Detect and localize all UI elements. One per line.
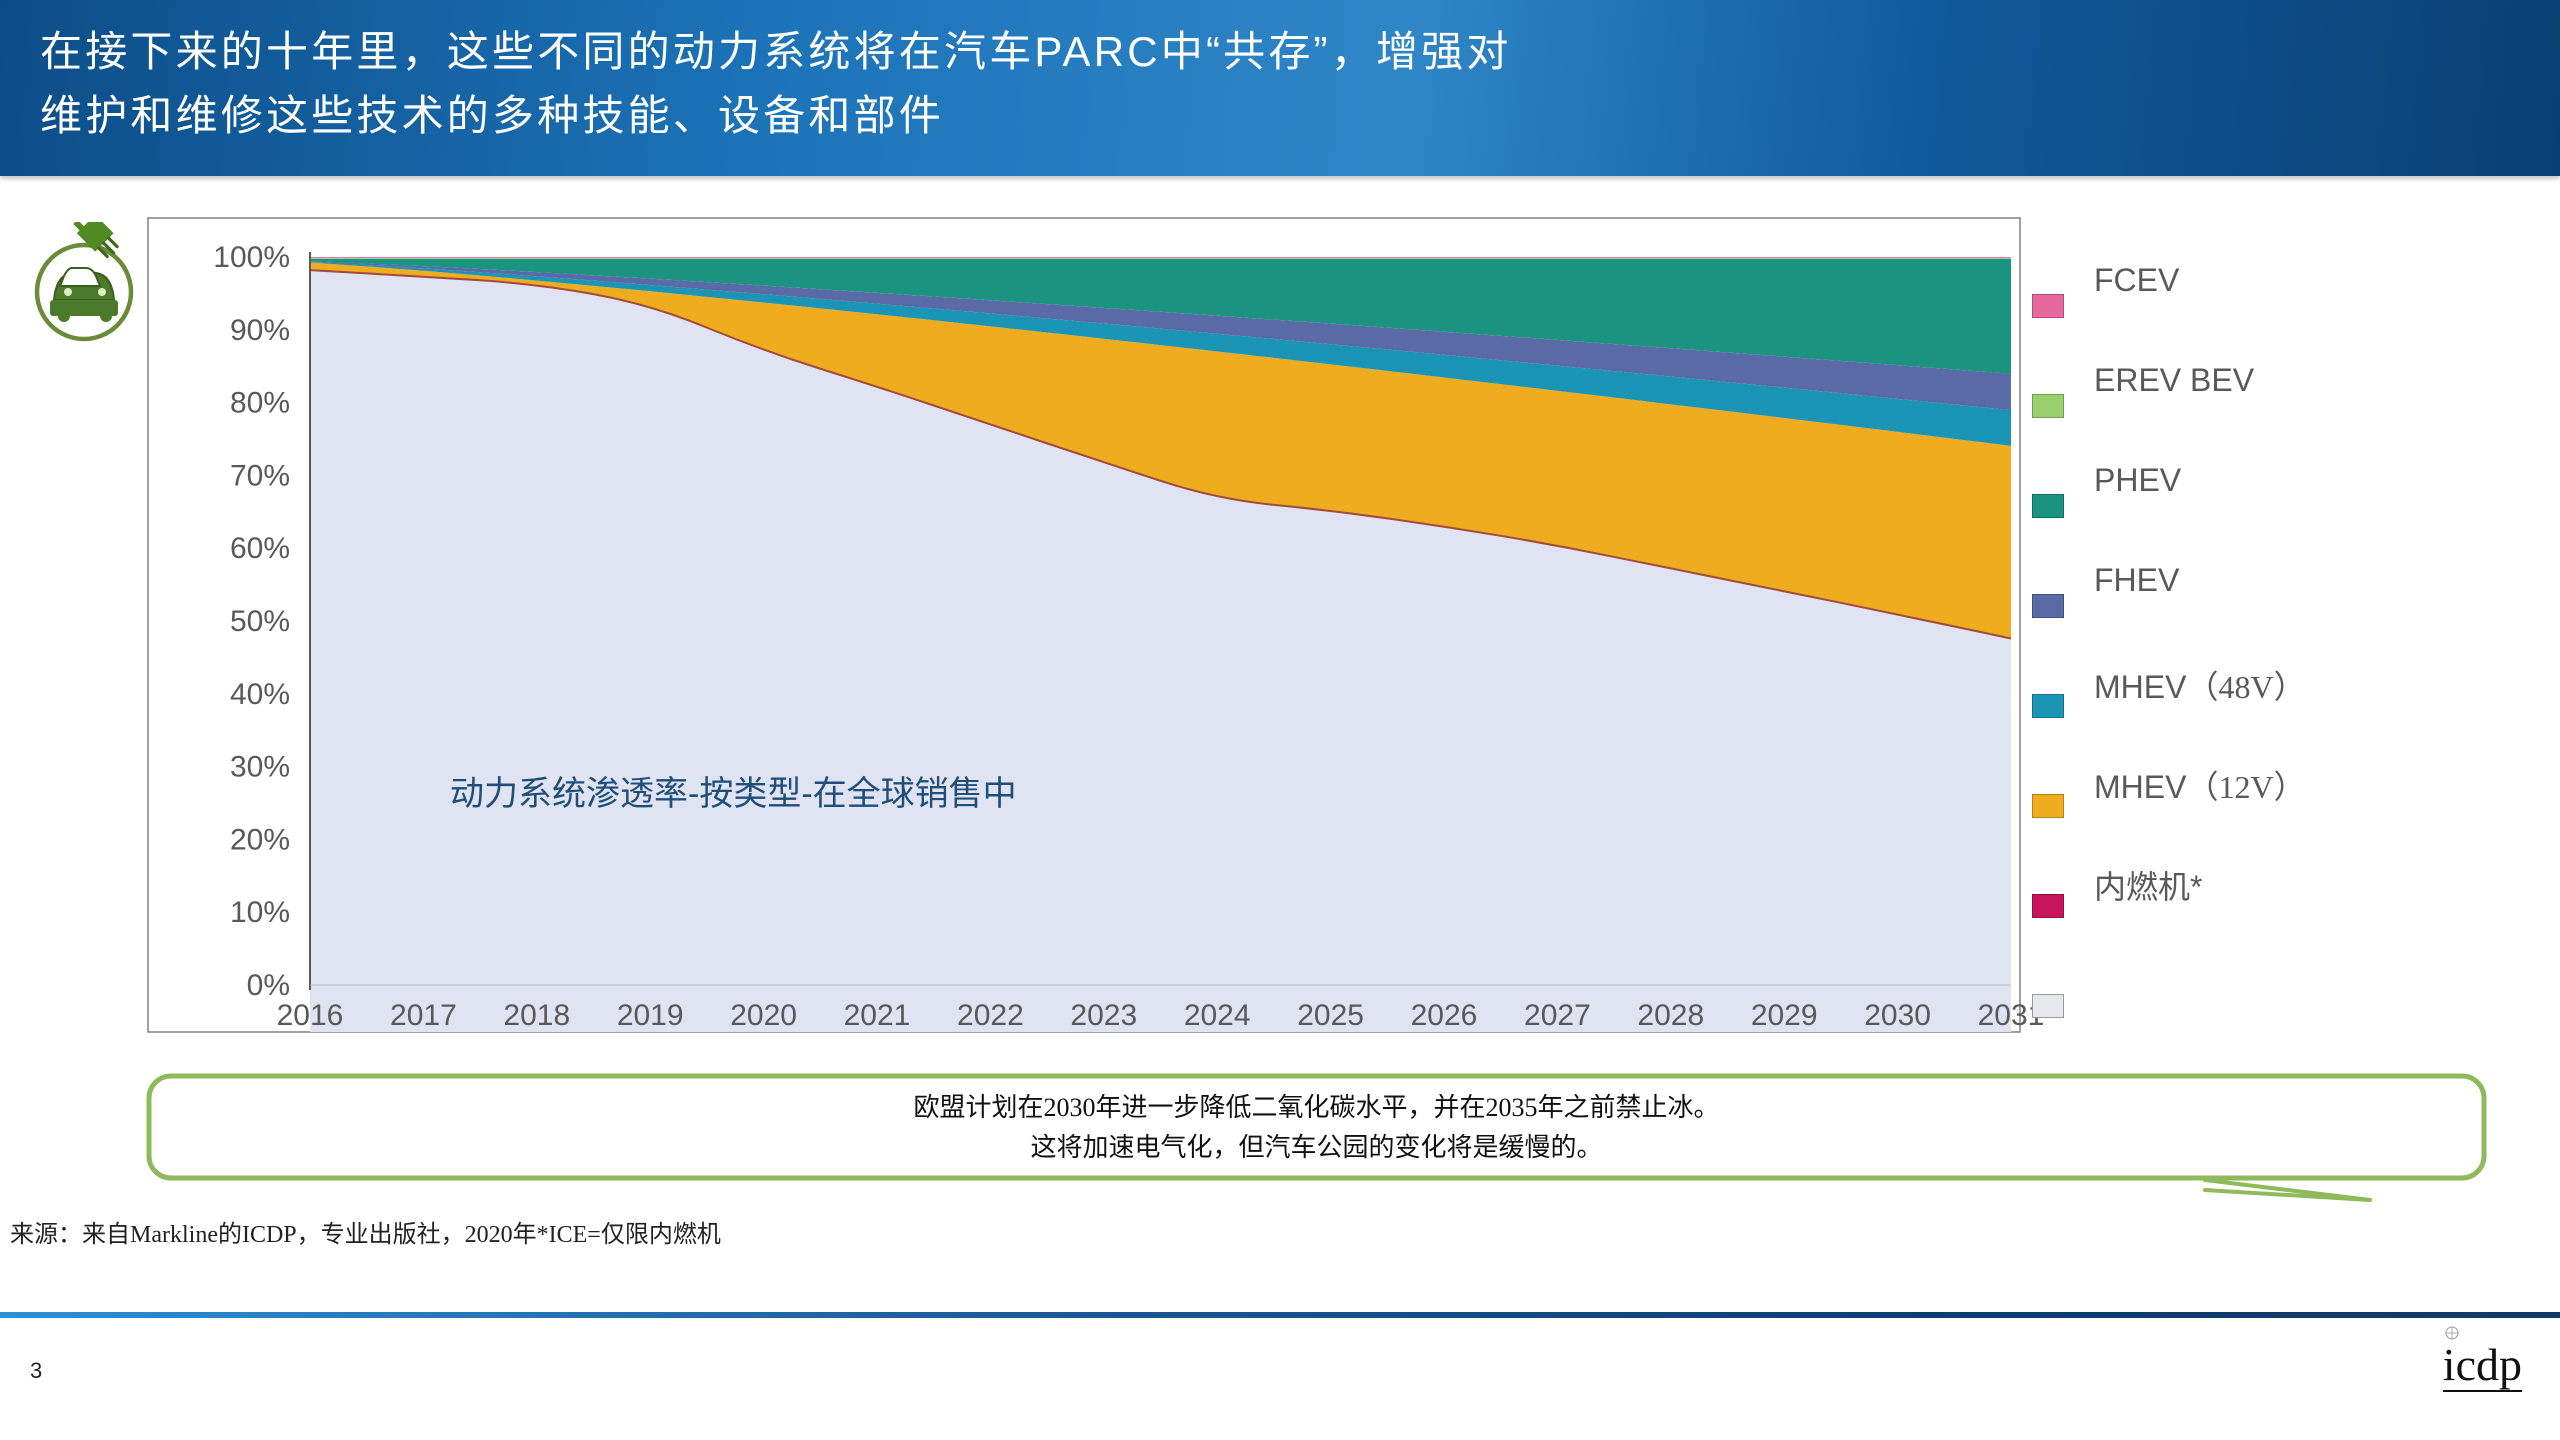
svg-text:70%: 70% — [230, 459, 290, 492]
svg-text:10%: 10% — [230, 896, 290, 929]
svg-text:80%: 80% — [230, 387, 290, 420]
svg-text:100%: 100% — [213, 241, 290, 274]
svg-text:2016: 2016 — [277, 999, 344, 1032]
svg-text:2023: 2023 — [1070, 999, 1137, 1032]
svg-text:2020: 2020 — [730, 999, 797, 1032]
svg-text:2030: 2030 — [1864, 999, 1931, 1032]
svg-text:20%: 20% — [230, 823, 290, 856]
svg-text:2022: 2022 — [957, 999, 1024, 1032]
svg-text:2027: 2027 — [1524, 999, 1591, 1032]
svg-text:2017: 2017 — [390, 999, 457, 1032]
svg-text:2026: 2026 — [1411, 999, 1478, 1032]
svg-text:40%: 40% — [230, 678, 290, 711]
svg-text:2028: 2028 — [1637, 999, 1704, 1032]
svg-text:30%: 30% — [230, 751, 290, 784]
svg-text:2024: 2024 — [1184, 999, 1251, 1032]
svg-text:0%: 0% — [247, 969, 290, 1002]
svg-text:2025: 2025 — [1297, 999, 1364, 1032]
svg-text:50%: 50% — [230, 605, 290, 638]
svg-text:90%: 90% — [230, 314, 290, 347]
svg-text:2021: 2021 — [844, 999, 911, 1032]
svg-text:2018: 2018 — [503, 999, 570, 1032]
svg-text:60%: 60% — [230, 532, 290, 565]
svg-text:2029: 2029 — [1751, 999, 1818, 1032]
svg-text:2019: 2019 — [617, 999, 684, 1032]
